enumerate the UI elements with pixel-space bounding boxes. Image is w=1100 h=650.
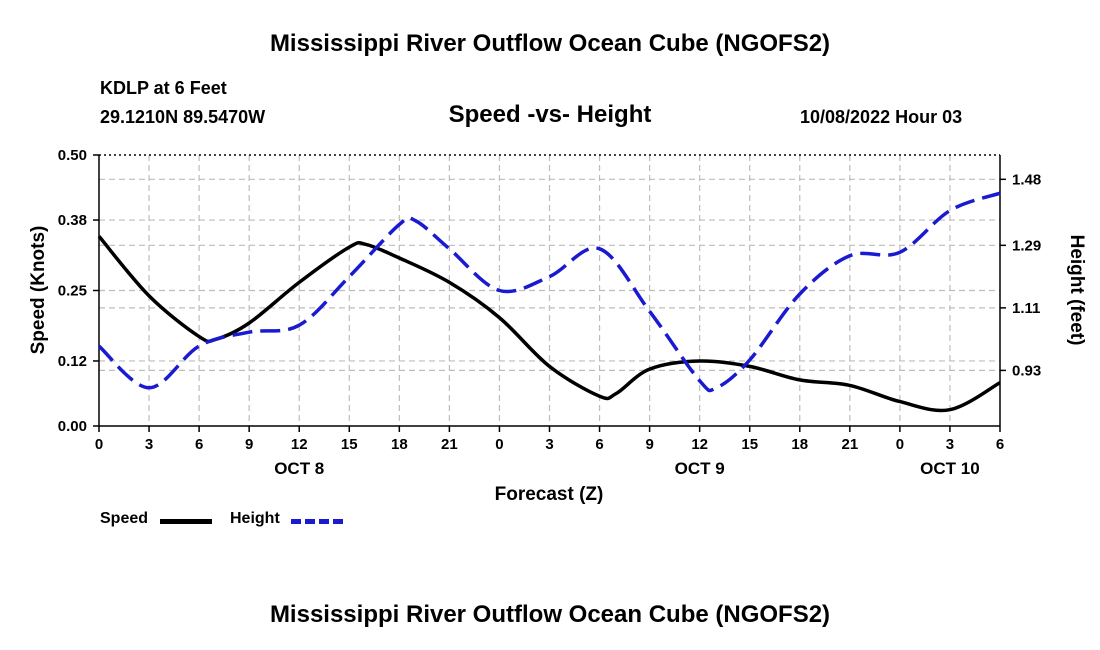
y2-tick-label: 1.48 — [1012, 171, 1041, 188]
y-axis-label: Speed (Knots) — [28, 226, 49, 355]
x-tick-label: 15 — [341, 436, 358, 453]
speed-series-line — [97, 235, 1001, 413]
x-tick-label: 18 — [391, 436, 408, 453]
y2-axis-label: Height (feet) — [1066, 235, 1087, 346]
legend-height-swatch — [291, 519, 343, 524]
x-date-label: OCT 8 — [274, 459, 324, 478]
legend-height-label: Height — [230, 510, 280, 527]
x-tick-label: 18 — [791, 436, 808, 453]
station-label: KDLP at 6 Feet — [100, 78, 227, 98]
y2-tick-label: 1.11 — [1012, 300, 1040, 317]
x-tick-label: 6 — [996, 436, 1004, 453]
x-tick-label: 0 — [495, 436, 503, 453]
x-tick-label: 21 — [441, 436, 458, 453]
forecast-datetime: 10/08/2022 Hour 03 — [800, 107, 963, 127]
chart-subtitle: Speed -vs- Height — [448, 101, 652, 128]
chart-main-title: Mississippi River Outflow Ocean Cube (NG… — [269, 30, 831, 57]
x-axis-label: Forecast (Z) — [495, 484, 604, 505]
x-tick-label: 3 — [946, 436, 954, 453]
y-tick-label: 0.25 — [58, 283, 87, 300]
x-tick-label: 9 — [645, 436, 653, 453]
legend-speed-swatch — [160, 519, 212, 524]
x-date-label: OCT 9 — [675, 459, 725, 478]
x-tick-label: 12 — [691, 436, 708, 453]
x-tick-label: 3 — [145, 436, 153, 453]
height-series-line — [97, 191, 1001, 393]
x-tick-label: 21 — [841, 436, 858, 453]
footer-title: Mississippi River Outflow Ocean Cube (NG… — [269, 601, 831, 628]
y2-tick-label: 1.29 — [1012, 237, 1041, 254]
axis-ticks: 0 3 6 9 12 15 18 21 0 3 6 9 12 15 18 21 0 3 6 OCT 8 OCT 9 OCT… — [58, 147, 1041, 478]
x-tick-label: 9 — [245, 436, 253, 453]
x-tick-label: 0 — [95, 436, 103, 453]
series-lines — [97, 191, 1001, 413]
y-tick-label: 0.38 — [58, 212, 87, 229]
x-tick-label: 15 — [741, 436, 758, 453]
legend-speed-label: Speed — [100, 510, 149, 527]
x-date-label: OCT 10 — [920, 459, 980, 478]
x-tick-label: 0 — [896, 436, 904, 453]
y2-tick-label: 0.93 — [1012, 362, 1041, 379]
x-tick-label: 6 — [195, 436, 203, 453]
grid-lines — [99, 155, 1000, 426]
y-tick-label: 0.50 — [58, 147, 87, 164]
x-tick-label: 12 — [291, 436, 308, 453]
station-coordinates: 29.1210N 89.5470W — [100, 107, 266, 127]
x-tick-label: 3 — [545, 436, 553, 453]
y-tick-label: 0.00 — [58, 418, 87, 435]
x-tick-label: 6 — [595, 436, 603, 453]
y-tick-label: 0.12 — [58, 353, 87, 370]
